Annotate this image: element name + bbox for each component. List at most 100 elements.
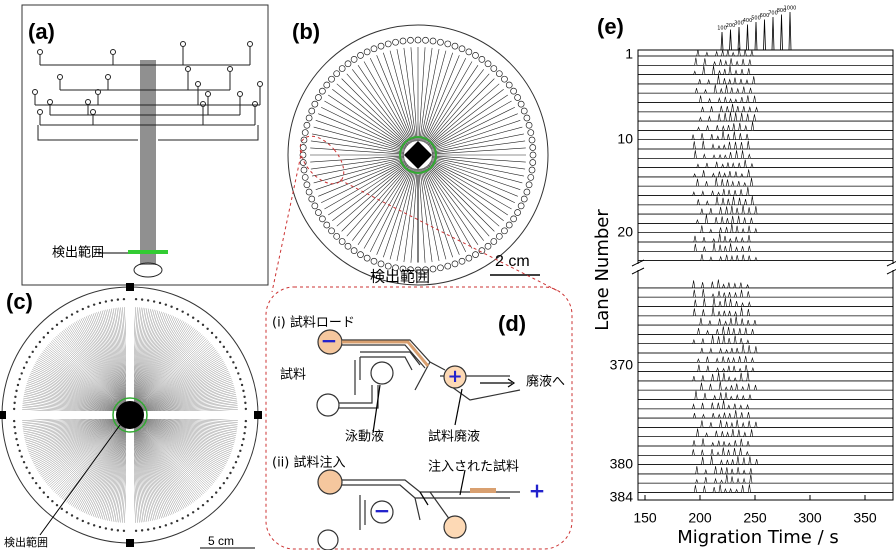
buffer-label: 泳動液 — [345, 430, 384, 445]
channel — [133, 313, 165, 406]
reservoir — [304, 122, 310, 128]
panel-label: (d) — [498, 311, 526, 336]
channel — [431, 161, 515, 203]
reservoir — [123, 298, 125, 300]
reservoir — [235, 367, 237, 369]
sample-label: 試料 — [280, 367, 306, 383]
reservoir — [223, 482, 225, 484]
x-tick-label: 200 — [688, 510, 712, 526]
detection-label: 検出範囲 — [52, 246, 104, 261]
reservoir — [47, 332, 49, 334]
channel — [370, 58, 412, 142]
reservoir — [86, 100, 91, 105]
reservoir — [301, 167, 307, 173]
y-axis-label: Lane Number — [592, 209, 613, 331]
reservoir — [329, 228, 335, 234]
reservoir — [32, 477, 34, 479]
waste-label: 廃液へ — [526, 374, 565, 390]
reservoir — [38, 50, 43, 55]
reservoir — [466, 255, 472, 261]
zoom-line — [272, 150, 302, 292]
reservoir — [253, 102, 258, 107]
y-tick-label: 20 — [617, 224, 633, 240]
trace — [638, 298, 893, 307]
trace — [638, 141, 893, 149]
channel — [370, 168, 412, 252]
reservoir — [324, 222, 330, 228]
x-tick-label: 250 — [743, 510, 767, 526]
channel — [137, 339, 206, 408]
reservoir — [187, 514, 189, 516]
trace — [638, 356, 893, 362]
reservoir — [521, 108, 527, 114]
reservoir — [206, 500, 208, 502]
reservoir — [400, 38, 406, 44]
reservoir — [153, 300, 155, 302]
reservoir — [117, 298, 119, 300]
channel — [427, 69, 484, 144]
reservoir — [197, 320, 199, 322]
peak-label: 1000 — [784, 6, 797, 12]
reservoir — [244, 402, 246, 404]
channel — [33, 368, 121, 411]
reservoir — [111, 299, 113, 301]
reservoir — [304, 182, 310, 188]
reservoir — [239, 378, 241, 380]
reservoir — [87, 522, 89, 524]
channel — [424, 168, 466, 252]
minus-sign: − — [321, 329, 338, 353]
reservoir — [312, 203, 318, 209]
channel — [332, 89, 407, 146]
x-tick-label: 350 — [853, 510, 877, 526]
reservoir — [181, 42, 186, 47]
trace — [638, 254, 893, 260]
trace — [638, 131, 893, 140]
reservoir — [459, 258, 465, 264]
reservoir — [358, 252, 364, 258]
reservoir — [105, 300, 107, 302]
reservoir — [135, 530, 137, 532]
trace — [638, 178, 893, 187]
trace — [638, 372, 893, 381]
reservoir — [15, 438, 17, 440]
channel — [28, 418, 121, 450]
reservoir — [15, 390, 17, 392]
reservoir — [21, 372, 23, 374]
reservoir — [197, 508, 199, 510]
reservoir — [117, 529, 119, 531]
reservoir — [530, 152, 536, 158]
channel — [54, 339, 123, 408]
trace — [638, 456, 893, 465]
reservoir — [196, 82, 201, 87]
reservoir — [345, 243, 351, 249]
reservoir — [445, 41, 451, 47]
reservoir — [243, 432, 245, 434]
trace — [638, 410, 893, 418]
reservoir — [315, 95, 321, 101]
minus-sign: − — [374, 499, 391, 523]
reservoir — [25, 361, 27, 363]
reservoir — [14, 432, 16, 434]
trace — [638, 187, 893, 195]
reservoir — [228, 67, 233, 72]
channel — [424, 58, 466, 142]
trace — [638, 400, 893, 409]
reservoir — [14, 396, 16, 398]
y-tick-label: 370 — [610, 357, 634, 373]
chip-c — [0, 283, 262, 548]
trace — [638, 112, 893, 121]
reservoir — [315, 210, 321, 216]
reservoir — [219, 487, 221, 489]
reservoir — [232, 361, 234, 363]
channel — [428, 79, 494, 145]
reservoir — [430, 38, 436, 44]
trace — [638, 316, 893, 325]
reservoir — [506, 82, 512, 88]
reservoir — [153, 527, 155, 529]
reservoir — [159, 302, 161, 304]
trace — [638, 215, 893, 224]
trace — [638, 307, 893, 316]
reservoir — [33, 90, 38, 95]
reservoir — [306, 115, 312, 121]
channel — [33, 419, 121, 462]
